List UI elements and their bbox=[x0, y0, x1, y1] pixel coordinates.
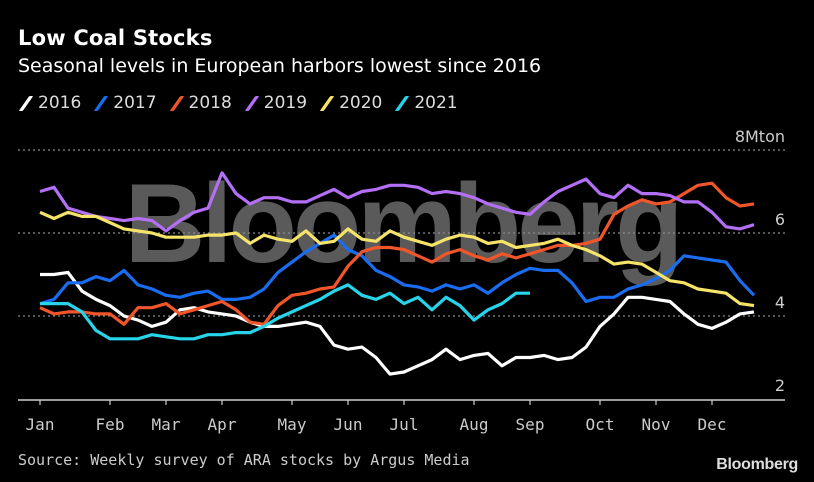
legend-label: 2021 bbox=[414, 93, 458, 113]
x-tick-label: Apr bbox=[208, 415, 237, 434]
legend-item-2017: 2017 bbox=[93, 93, 157, 113]
legend-item-2020: 2020 bbox=[319, 93, 382, 113]
legend-label: 2020 bbox=[339, 93, 383, 113]
series-lines bbox=[39, 171, 756, 376]
series-line-2020 bbox=[39, 210, 755, 308]
legend-item-2021: 2021 bbox=[394, 93, 458, 113]
legend: 2016 2017 2018 2019 2020 2021 bbox=[18, 93, 470, 113]
series-line-2021 bbox=[40, 283, 530, 341]
x-tick-label: Dec bbox=[698, 415, 727, 434]
series-line-2016 bbox=[40, 270, 755, 376]
legend-label: 2018 bbox=[188, 93, 232, 113]
x-tick-label: Jul bbox=[390, 415, 419, 434]
y-tick-label: 4 bbox=[775, 293, 785, 312]
series-line-2017 bbox=[39, 233, 756, 306]
legend-item-2019: 2019 bbox=[244, 93, 307, 113]
x-tick-label: Nov bbox=[642, 415, 671, 434]
y-axis-labels: 2 4 6 8Mton bbox=[735, 127, 785, 395]
x-tick-label: Feb bbox=[96, 415, 125, 434]
bloomberg-logo: Bloomberg bbox=[716, 456, 798, 473]
watermark: Bloomberg bbox=[124, 161, 679, 286]
source-note: Source: Weekly survey of ARA stocks by A… bbox=[18, 451, 470, 469]
x-tick-label: Mar bbox=[152, 415, 181, 434]
x-tick-label: Sep bbox=[516, 415, 545, 434]
chart-subtitle: Seasonal levels in European harbors lowe… bbox=[18, 55, 542, 77]
chart-title: Low Coal Stocks bbox=[18, 26, 213, 50]
y-tick-label: 2 bbox=[775, 376, 785, 395]
x-tick-label: Aug bbox=[460, 415, 489, 434]
y-tick-label: 6 bbox=[775, 210, 785, 229]
x-tick-label: Jan bbox=[26, 415, 55, 434]
x-tick-label: Oct bbox=[586, 415, 615, 434]
legend-label: 2019 bbox=[263, 93, 308, 113]
x-tick-label: May bbox=[278, 415, 307, 434]
series-line-2019 bbox=[39, 171, 755, 233]
legend-item-2016: 2016 bbox=[18, 93, 81, 113]
series-line-2018 bbox=[39, 181, 755, 326]
legend-label: 2017 bbox=[113, 93, 157, 113]
x-tick-label: Jun bbox=[334, 415, 363, 434]
legend-item-2018: 2018 bbox=[169, 93, 232, 113]
x-axis: Jan Feb Mar Apr May Jun Jul Aug Sep Oct Nov Dec bbox=[18, 399, 785, 434]
legend-label: 2016 bbox=[38, 93, 82, 113]
y-tick-label: 8Mton bbox=[735, 127, 785, 146]
